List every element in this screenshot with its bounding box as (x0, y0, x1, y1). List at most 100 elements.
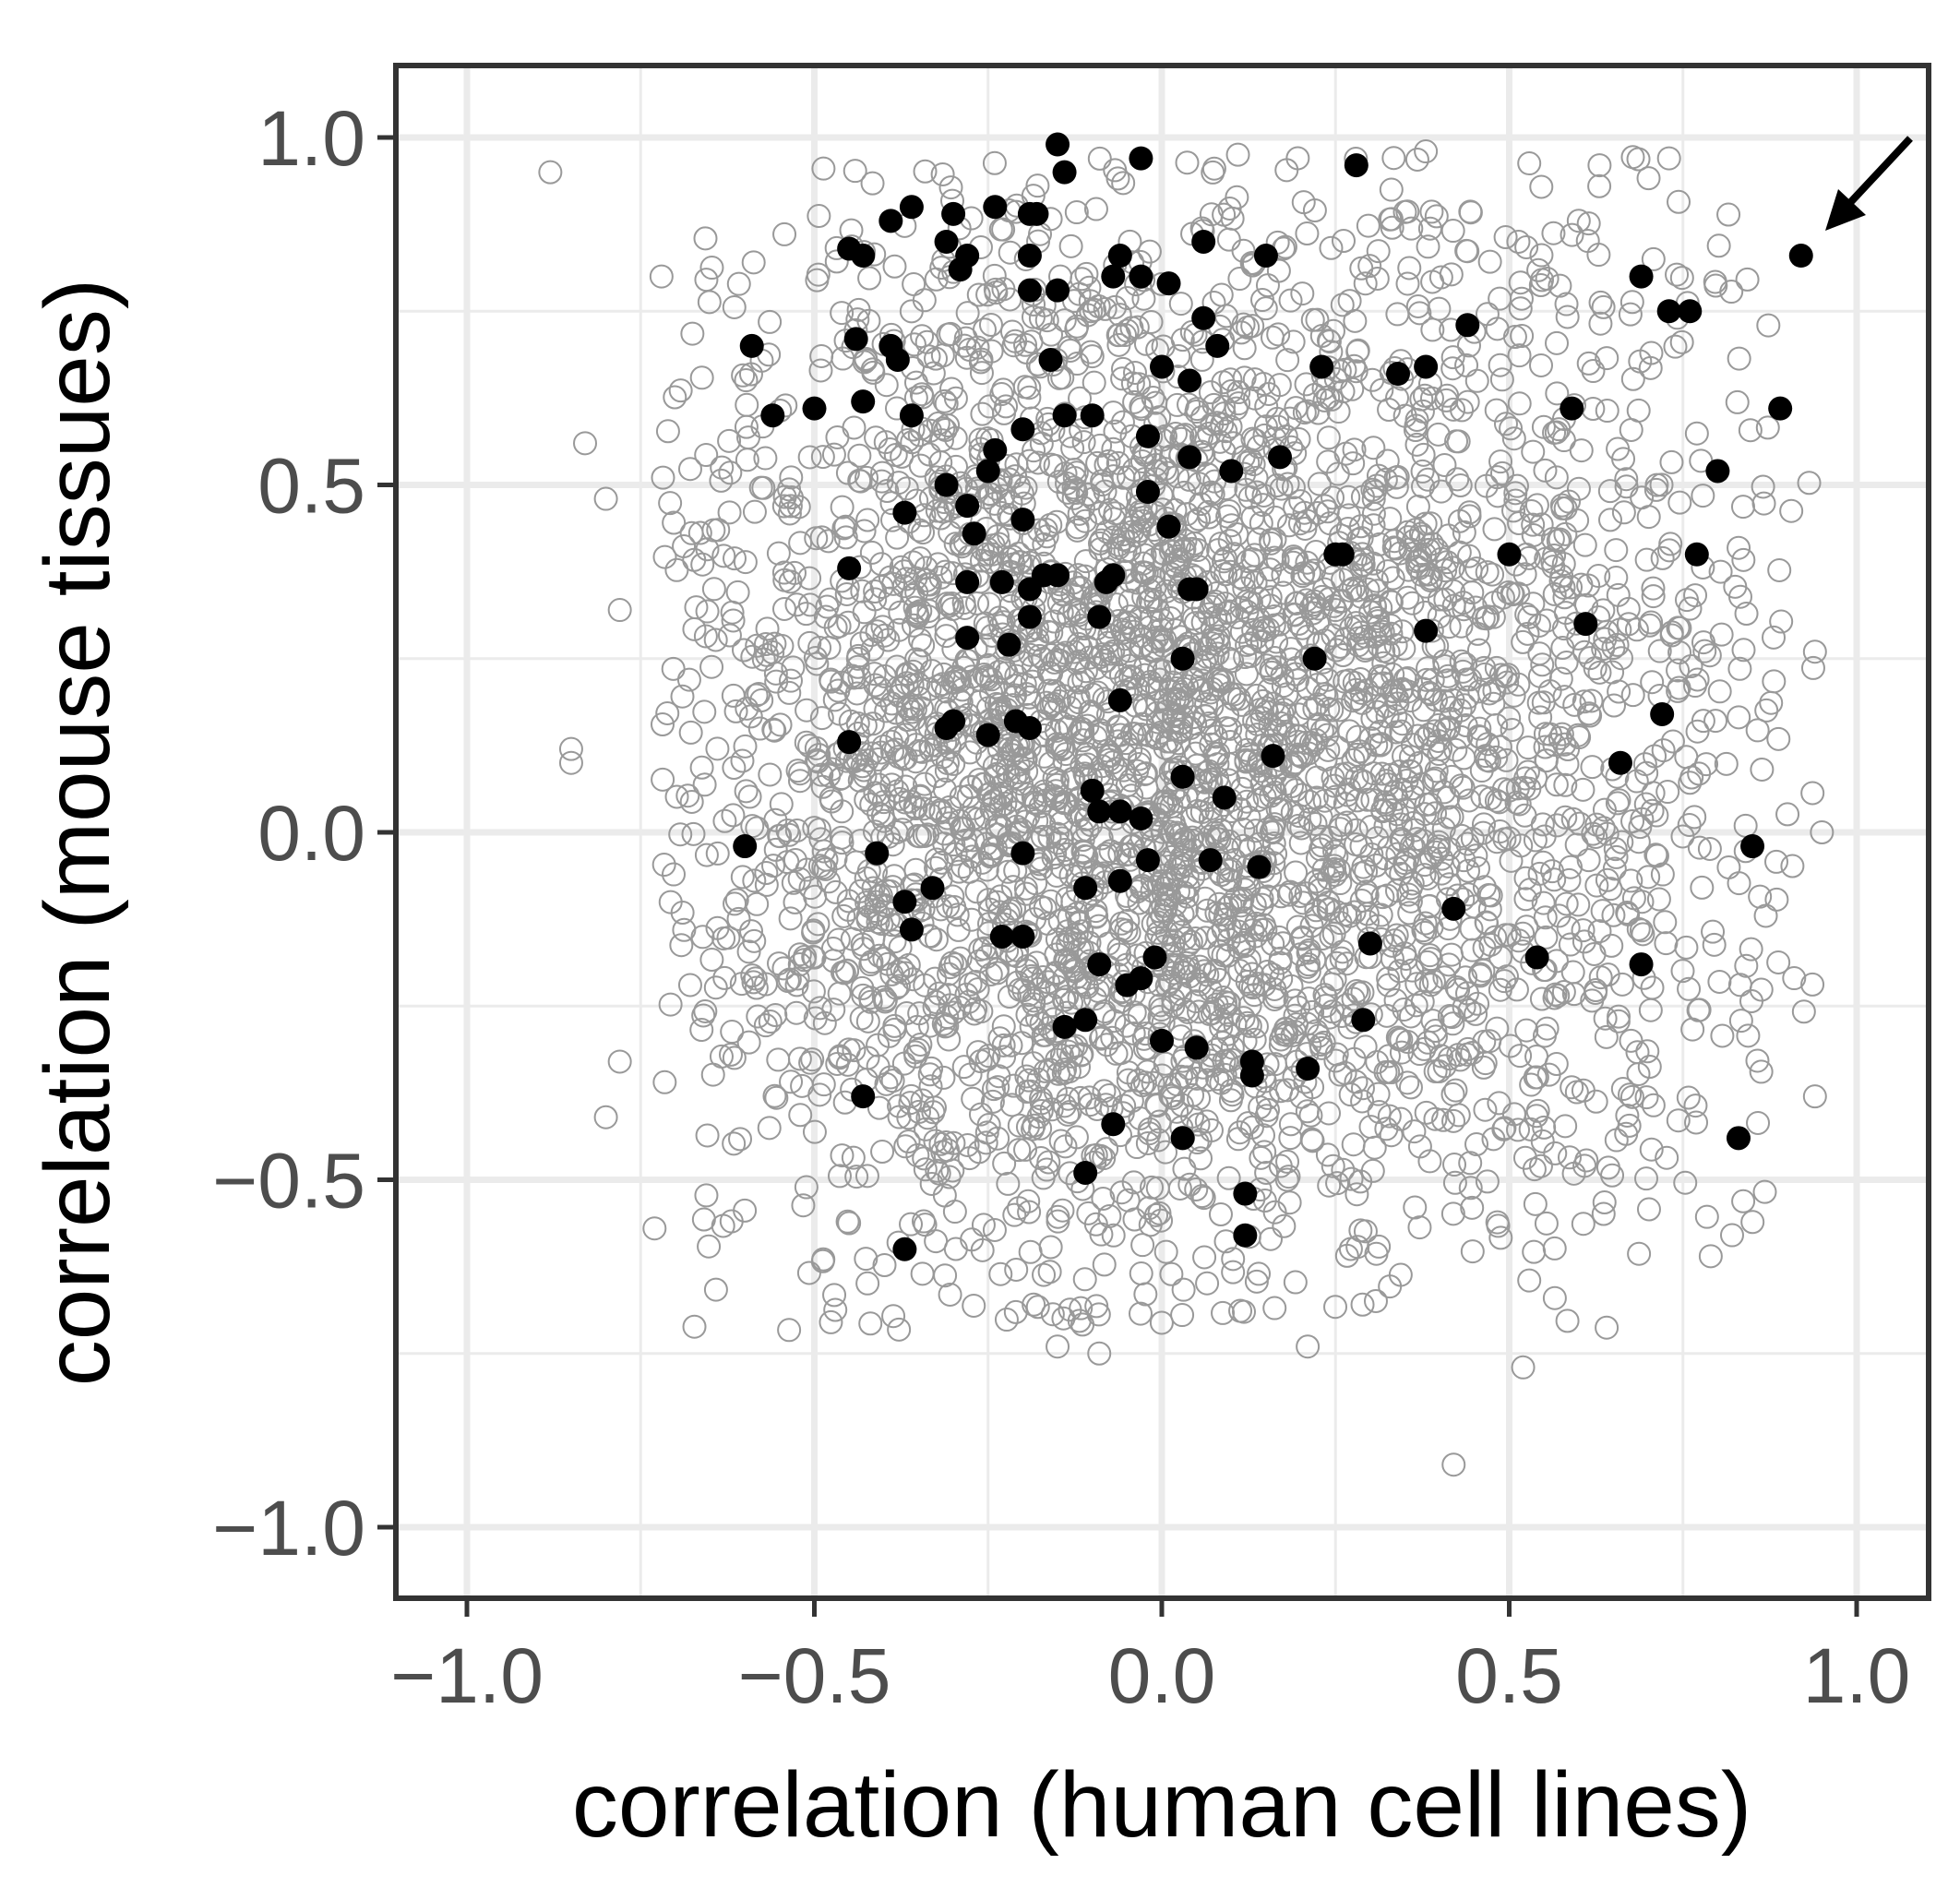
open-point (885, 525, 910, 550)
open-point (1215, 601, 1240, 626)
open-point (1390, 711, 1415, 736)
open-point (857, 266, 882, 291)
open-point (1361, 436, 1386, 460)
open-point (858, 989, 883, 1014)
open-point (1231, 930, 1256, 955)
open-point (974, 1130, 998, 1155)
filled-point (1156, 271, 1181, 296)
open-point (797, 445, 822, 470)
open-point (1002, 1202, 1027, 1227)
open-point (1072, 508, 1097, 533)
open-point (1221, 1247, 1246, 1272)
open-point (1100, 1025, 1125, 1050)
open-point (1254, 653, 1279, 678)
open-point (1101, 639, 1126, 664)
filled-point (899, 917, 924, 942)
open-point (1560, 1075, 1584, 1100)
open-point (1139, 606, 1164, 631)
filled-point (1191, 229, 1216, 254)
filled-point (1330, 542, 1355, 567)
filled-point (955, 569, 980, 594)
open-point (1410, 459, 1435, 484)
open-point (966, 282, 991, 307)
filled-point (1455, 313, 1480, 338)
open-point (706, 518, 731, 543)
open-point (722, 756, 747, 781)
open-point (737, 784, 762, 809)
open-point (1267, 925, 1292, 950)
open-point (1158, 606, 1183, 631)
open-point (1388, 541, 1413, 566)
open-point (1475, 560, 1500, 585)
open-point (1017, 385, 1042, 410)
open-point (1194, 692, 1219, 717)
open-point (866, 801, 891, 826)
open-point (1150, 1063, 1175, 1088)
filled-point (1414, 618, 1439, 643)
filled-point (1177, 445, 1202, 470)
open-point (1321, 1153, 1345, 1178)
open-point (835, 460, 860, 485)
open-point (1703, 709, 1728, 734)
filled-point (1205, 333, 1230, 358)
filled-point (899, 195, 924, 220)
open-point (992, 1045, 1017, 1069)
open-point (1728, 1009, 1753, 1034)
filled-point (1156, 514, 1181, 539)
open-point (1432, 965, 1457, 990)
open-point (788, 531, 813, 556)
open-point (1571, 918, 1595, 943)
open-point (1259, 819, 1284, 844)
open-point (822, 1283, 847, 1308)
open-point (1069, 418, 1094, 443)
open-point (1493, 412, 1518, 436)
open-point (1383, 704, 1408, 729)
open-point (1110, 522, 1135, 547)
open-point (809, 343, 834, 368)
open-point (1449, 773, 1474, 798)
open-point (1091, 1186, 1116, 1211)
open-point (954, 345, 979, 370)
open-point (745, 816, 770, 841)
open-point (861, 360, 886, 385)
filled-point (1357, 931, 1382, 956)
open-point (1083, 197, 1108, 221)
open-point (1119, 722, 1144, 747)
open-point (1345, 339, 1370, 364)
open-point (690, 552, 715, 577)
filled-point (1024, 201, 1049, 226)
open-point (1153, 1140, 1178, 1165)
open-point (1159, 1261, 1184, 1286)
x-tick-label: −1.0 (390, 1632, 544, 1719)
open-point (816, 529, 841, 554)
open-point (1329, 606, 1354, 631)
open-point (926, 552, 950, 577)
open-point (912, 1146, 937, 1171)
open-point (652, 544, 677, 569)
filled-point (941, 201, 966, 226)
filled-point (1038, 347, 1063, 372)
open-point (1117, 639, 1141, 663)
open-point (1416, 723, 1441, 747)
open-point (1143, 1202, 1168, 1227)
open-point (1191, 1186, 1216, 1211)
filled-point (975, 459, 1000, 484)
open-point (1344, 677, 1368, 702)
open-point (1285, 914, 1310, 939)
open-point (980, 1089, 1005, 1114)
open-point (1171, 1277, 1196, 1302)
open-point (1353, 742, 1378, 767)
open-point (968, 1102, 993, 1127)
open-point (1242, 983, 1267, 1008)
open-point (693, 226, 718, 251)
open-point (1189, 424, 1214, 449)
filled-point (1268, 445, 1293, 470)
open-point (1031, 1038, 1056, 1063)
open-point (810, 445, 835, 470)
open-point (1339, 1166, 1364, 1191)
open-point (1216, 858, 1241, 883)
open-point (1284, 860, 1309, 885)
open-point (1265, 414, 1290, 439)
open-point (823, 846, 848, 871)
open-point (901, 583, 926, 608)
